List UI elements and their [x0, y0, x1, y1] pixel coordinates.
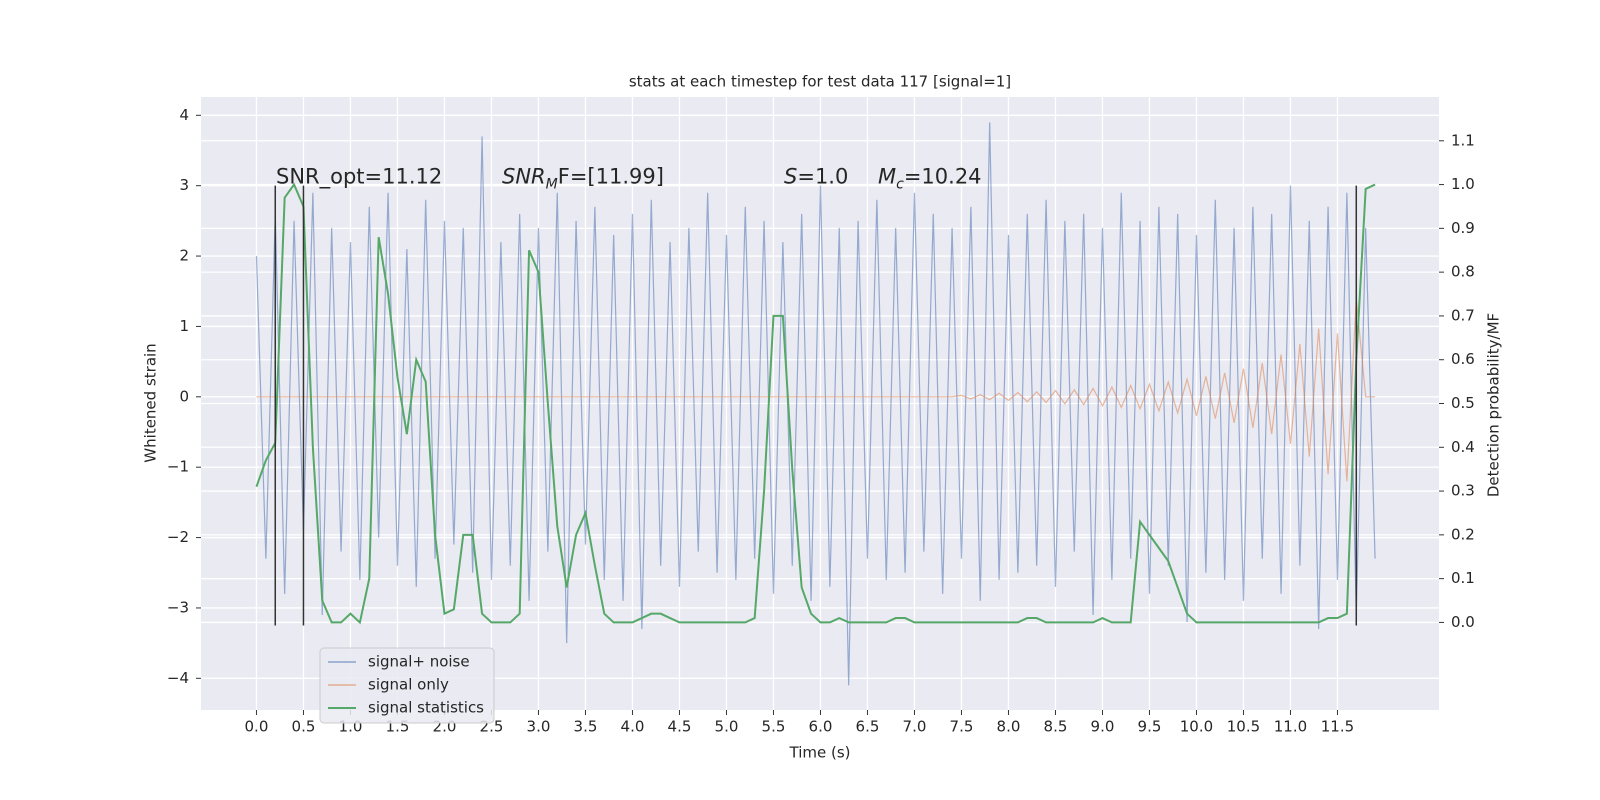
y2-tick-label: 0.7 [1451, 306, 1475, 324]
x-tick-label: 5.5 [762, 718, 786, 736]
y-tick-label: 0 [179, 387, 189, 405]
x-tick-label: 7.5 [950, 718, 974, 736]
y-tick-label: −3 [167, 598, 189, 616]
annotation-part: SNR_opt=11.12 [276, 165, 442, 190]
x-tick-label: 11.0 [1274, 718, 1307, 736]
x-tick-label: 3.5 [574, 718, 598, 736]
x-tick-label: 3.0 [527, 718, 551, 736]
y-tick-label: 1 [179, 317, 189, 335]
annotation-part: c [896, 177, 904, 193]
annotation-part: M [546, 177, 558, 193]
y2-tick-label: 1.0 [1451, 175, 1475, 193]
series-line [256, 298, 1376, 482]
annotation-part: S [784, 165, 797, 189]
x-tick-label: 0.0 [245, 718, 269, 736]
legend-label: signal statistics [368, 699, 484, 717]
x-tick-label: 9.0 [1091, 718, 1115, 736]
y2-tick-label: 0.2 [1451, 525, 1475, 543]
legend-box [319, 647, 495, 724]
x-axis-label: Time (s) [789, 744, 851, 762]
annotation-part: SNR [502, 165, 546, 189]
annotation-part: =1.0 [797, 165, 848, 189]
annotation: Mc=10.24 [878, 165, 982, 193]
annotation: S=1.0 [784, 165, 848, 189]
x-tick-label: 4.0 [621, 718, 645, 736]
chart-title: stats at each timestep for test data 117… [629, 73, 1011, 91]
annotation-part: =10.24 [904, 165, 982, 189]
y-axis-label: Whitened strain [142, 343, 160, 462]
y-tick-label: 4 [179, 106, 189, 124]
legend-label: signal+ noise [368, 653, 470, 671]
y-tick-label: 2 [179, 247, 189, 265]
x-tick-label: 7.0 [903, 718, 927, 736]
y2-tick-label: 0.9 [1451, 219, 1475, 237]
y2-tick-label: 0.6 [1451, 350, 1475, 368]
x-tick-label: 8.0 [997, 718, 1021, 736]
y2-tick-label: 0.4 [1451, 438, 1475, 456]
y2-tick-label: 0.3 [1451, 482, 1475, 500]
y2-tick-label: 0.0 [1451, 613, 1475, 631]
y-tick-label: −1 [167, 458, 189, 476]
annotation-part: F=[11.99] [558, 165, 664, 189]
annotation-part: M [878, 165, 896, 189]
x-tick-label: 10.0 [1180, 718, 1213, 736]
y-tick-label: −4 [167, 669, 189, 687]
y-tick-label: −2 [167, 528, 189, 546]
annotation: SNRMF=[11.99] [502, 165, 664, 193]
x-tick-label: 9.5 [1138, 718, 1162, 736]
x-tick-label: 10.5 [1227, 718, 1260, 736]
x-tick-label: 6.5 [856, 718, 880, 736]
series-line [255, 182, 1376, 625]
x-tick-label: 11.5 [1321, 718, 1354, 736]
series-line [255, 122, 1376, 686]
legend-label: signal only [368, 676, 449, 694]
x-tick-label: 8.5 [1044, 718, 1068, 736]
annotation: SNR_opt=11.12 [276, 165, 442, 190]
y2-tick-label: 0.5 [1451, 394, 1475, 412]
x-tick-label: 5.0 [715, 718, 739, 736]
x-tick-label: 4.5 [668, 718, 692, 736]
y2-tick-label: 0.1 [1451, 569, 1475, 587]
y-tick-label: 3 [179, 176, 189, 194]
x-tick-label: 0.5 [292, 718, 316, 736]
y2-tick-label: 0.8 [1451, 263, 1475, 281]
y2-axis-label: Detection probability/MF [1485, 313, 1503, 497]
y2-tick-label: 1.1 [1451, 131, 1475, 149]
x-tick-label: 6.0 [809, 718, 833, 736]
